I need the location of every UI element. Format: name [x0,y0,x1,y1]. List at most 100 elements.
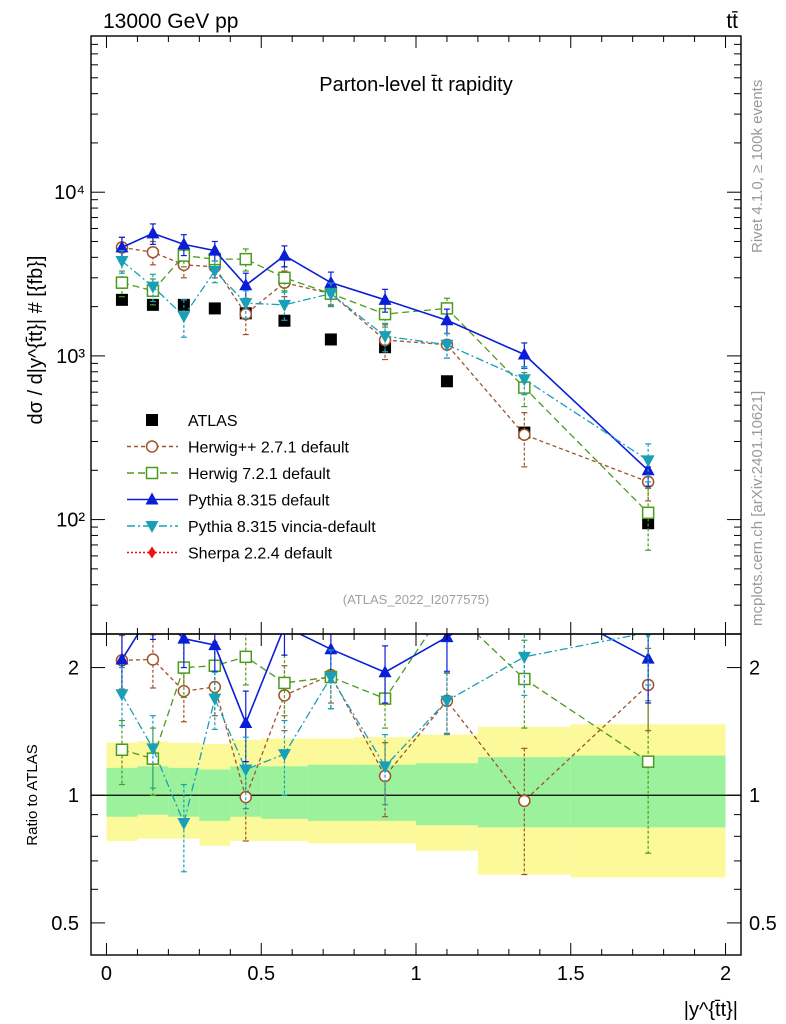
data-point [208,302,221,315]
ratio-point [641,755,655,768]
ratio-point [239,716,253,729]
data-point [115,255,129,268]
ratio-point [208,638,222,651]
series-line [121,254,649,514]
ratio-point [324,672,338,685]
ratio-bands [106,724,726,878]
ratio-y-tick-label: 0.5 [51,913,79,935]
ratio-y-axis-label: Ratio to ATLAS [24,744,41,845]
legend-label: Herwig++ 2.7.1 default [188,440,350,457]
ratio-point [208,693,222,706]
series-herwig-2-7-1-default [115,236,655,502]
data-point [115,293,128,306]
legend-marker [146,414,158,426]
data-point [641,506,655,520]
data-point [517,347,531,360]
data-point [440,375,453,388]
ratio-point [645,634,652,640]
ratio-panel: 0.5 0.5 1 1 2 2 0 0.5 1 1.5 2 Ratio to ATLAS |y^{t… [24,586,777,1021]
energy-label: 13000 GeV pp [103,10,238,33]
ratio-point [324,642,338,655]
ratio-point [146,603,159,615]
legend-entry: Pythia 8.315 default [127,492,330,510]
ratio-point [518,586,531,598]
ratio-point [177,634,191,644]
band-stat [307,764,355,821]
ratio-point [115,652,129,665]
series-pythia-8-315-vincia-default [115,249,655,483]
data-point [518,428,531,441]
y-tick-label: 10³ [56,346,85,368]
legend-entry: Pythia 8.315 vincia-default [127,519,376,536]
data-point [239,278,253,291]
ratio-point [440,695,454,708]
legend-label: ATLAS [188,413,238,430]
ratio-series-pythia-8-315-vincia-default [115,634,652,873]
ratio-series [115,586,655,876]
data-point [324,333,337,346]
ratio-point [278,619,291,631]
x-tick-label: 0.5 [247,963,275,985]
ratio-point [278,676,291,690]
data-point [642,517,655,530]
main-series [115,223,655,551]
data-point [440,313,454,326]
legend-marker [148,546,156,559]
legend-marker [145,466,159,480]
legend-entry: Sherpa 2.2.4 default [127,546,333,563]
y-tick-label: 10² [56,510,85,532]
data-point [177,237,191,250]
legend: ATLAS Herwig++ 2.7.1 default Herwig 7.2.1 … [127,413,376,563]
x-tick-label: 1 [410,963,421,985]
ratio-y-tick-label-right: 1 [749,785,760,807]
x-tick-label: 1.5 [557,963,585,985]
data-point [378,331,392,344]
ratio-point [146,743,160,756]
data-point [378,292,392,305]
legend-marker [145,440,159,453]
main-panel: Parton-level t̄t rapidity (ATLAS_2022_I2… [25,35,742,635]
ratio-point [177,684,191,698]
x-tick-label: 0 [101,963,112,985]
rivet-version-label: Rivet 4.1.0, ≥ 100k events [749,80,766,253]
ratio-point [518,672,531,686]
y-tick-label: 10⁴ [54,182,85,204]
process-label: tt̄ [726,10,738,33]
ratio-point [518,794,531,808]
ratio-point [177,818,191,831]
ratio-y-tick-label-right: 0.5 [749,913,777,935]
legend-entry: Herwig 7.2.1 default [127,466,331,483]
mcplots-source-label: mcplots.cern.ch [arXiv:2401.10621] [749,391,766,626]
data-point [324,275,338,288]
ratio-point [277,749,291,762]
analysis-tag: (ATLAS_2022_I2077575) [343,592,489,607]
data-point [146,226,160,239]
data-point [177,311,191,324]
data-point [641,455,655,468]
band-stat [416,763,478,826]
data-point [324,288,338,301]
ratio-point [239,764,253,777]
ratio-y-tick-label: 1 [68,785,79,807]
x-tick-label: 2 [720,963,731,985]
legend-label: Pythia 8.315 default [188,493,330,510]
legend-entry: Herwig++ 2.7.1 default [127,440,350,457]
data-point [239,252,253,266]
data-point [146,245,160,259]
data-point [440,339,454,352]
data-point [146,281,160,294]
ratio-series-pythia-8-315-default [115,586,655,763]
band-stat [106,767,138,817]
ratio-ticks: 0.5 0.5 1 1 2 2 0 0.5 1 1.5 2 [51,634,777,985]
legend-label: Pythia 8.315 vincia-default [188,519,376,536]
legend-entry: ATLAS [146,413,238,430]
data-point [115,240,129,253]
data-point [277,299,291,312]
ratio-point [517,651,531,664]
legend-marker [145,521,159,533]
data-point [239,298,253,311]
ratio-point [146,653,160,666]
ratio-point [378,665,392,678]
data-point [278,271,291,285]
